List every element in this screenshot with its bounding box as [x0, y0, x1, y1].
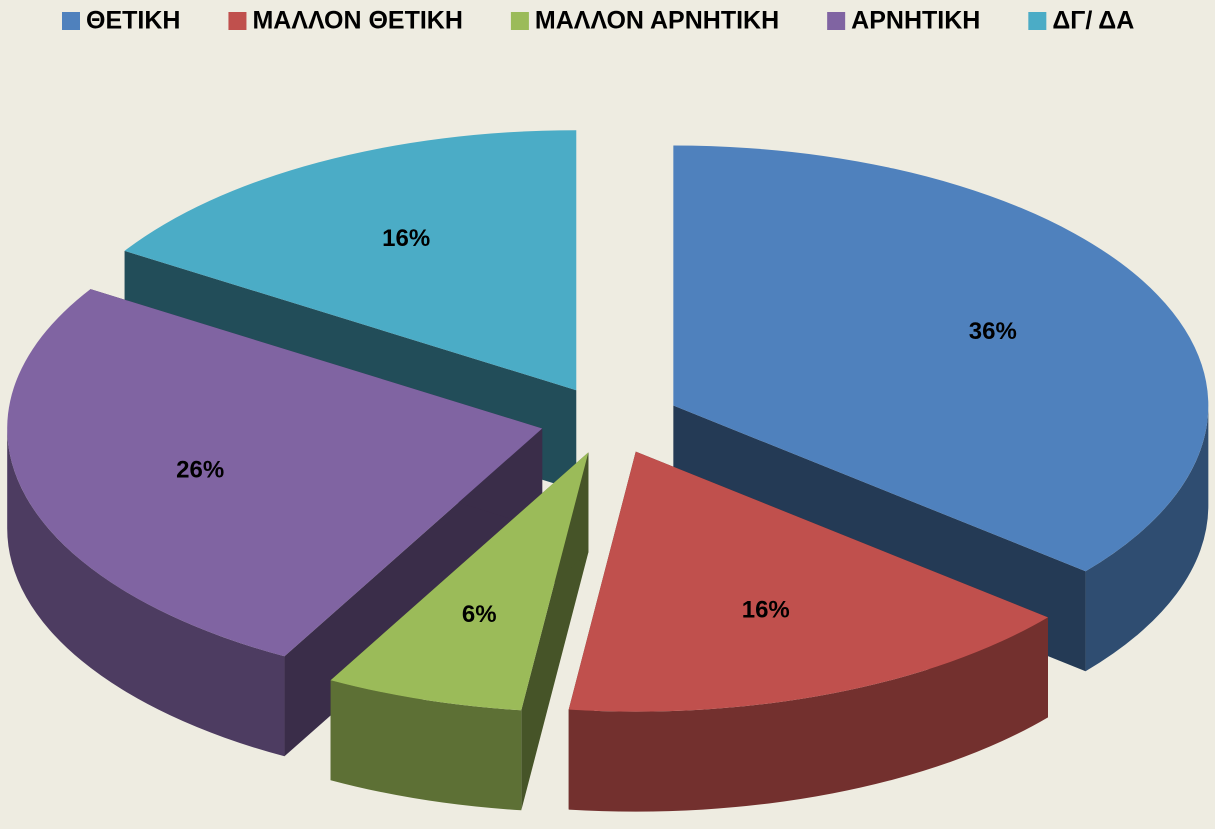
legend-swatch: [62, 12, 80, 30]
slice: [673, 145, 1209, 572]
legend-swatch: [1028, 12, 1047, 30]
legend-swatch: [827, 12, 846, 30]
legend-label: ΜΑΛΛΟΝ ΑΡΝΗΤΙΚΗ: [535, 7, 779, 35]
slice: [7, 289, 543, 657]
data-label: 16%: [742, 597, 790, 624]
slice-side: [7, 428, 285, 757]
slice-side: [568, 617, 1048, 812]
legend-label: ΜΑΛΛΟΝ ΘΕΤΙΚΗ: [252, 7, 462, 35]
data-label: 36%: [969, 318, 1017, 345]
slice: [330, 452, 589, 711]
slice: [124, 130, 577, 391]
legend-swatch: [510, 12, 529, 30]
slice: [568, 451, 1048, 712]
data-label: 16%: [382, 225, 430, 252]
slice-side: [330, 680, 522, 811]
legend-swatch: [228, 12, 247, 30]
legend-label: ΔΓ/ ΔΑ: [1052, 7, 1134, 35]
slice-side: [1085, 405, 1209, 672]
legend-label: ΘΕΤΙΚΗ: [86, 7, 180, 35]
legend-label: ΑΡΝΗΤΙΚΗ: [851, 7, 980, 35]
data-label: 26%: [176, 456, 224, 483]
data-label: 6%: [462, 601, 497, 628]
